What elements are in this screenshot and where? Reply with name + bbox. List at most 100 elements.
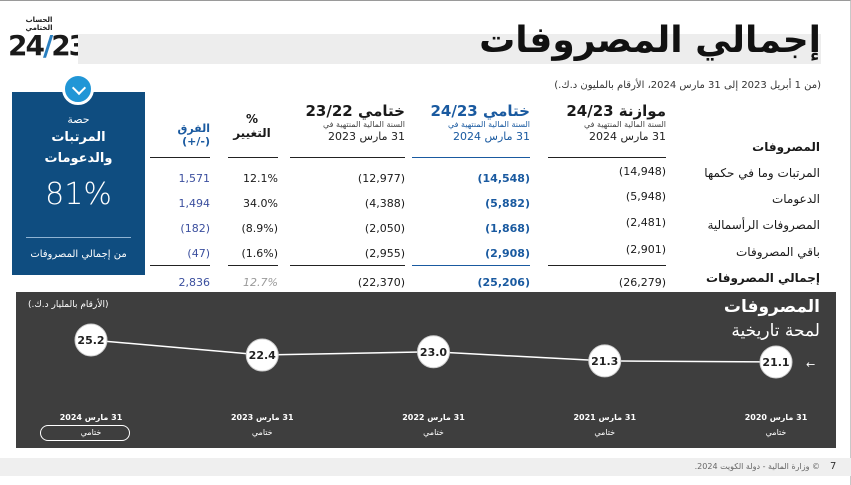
total-rule	[548, 265, 666, 266]
card-footer: من إجمالي المصروفات	[30, 249, 127, 260]
panel-subtitle: لمحة تاريخية	[731, 321, 820, 341]
cell-diff: 1,494	[178, 197, 211, 210]
cell-diff: (182)	[180, 222, 210, 235]
logo-mark: 24/23	[8, 29, 88, 62]
col-date: التغيير	[233, 126, 271, 140]
data-point	[245, 338, 279, 372]
col-header-diff: الفرق (+/-)	[148, 122, 211, 148]
col-rule	[290, 157, 405, 158]
col-header-pct: % التغيير	[226, 112, 278, 140]
col-date: 31 مارس 2024	[453, 130, 530, 143]
footer-bar	[0, 458, 851, 476]
col-title: موازنة 24/23	[566, 102, 666, 120]
card-divider	[26, 237, 131, 238]
cell-actual: (14,548)	[477, 172, 530, 185]
data-label: 22.4	[249, 349, 276, 362]
card-line2: المرتبات	[51, 130, 106, 145]
total-diff: 2,836	[178, 276, 211, 289]
col-title: %	[245, 112, 259, 126]
share-card	[12, 92, 145, 275]
x-tick-label: 31 مارس 2020	[744, 413, 808, 422]
panel-unit: (الأرقام بالمليار د.ك.)	[28, 300, 109, 310]
chevron-down-icon[interactable]	[62, 73, 94, 105]
total-actual: (25,206)	[477, 276, 530, 289]
chart-layer: 25.2 22.4 23.0 21.3 21.1	[74, 323, 793, 379]
page-subtitle: (من 1 أبريل 2023 إلى 31 مارس 2024، الأرق…	[554, 80, 821, 91]
col-title: الفرق (+/-)	[177, 122, 211, 148]
history-panel	[16, 292, 836, 448]
logo-number-left: 24	[8, 29, 45, 62]
x-tick-sublabel: ختامي	[594, 428, 616, 437]
row-label: المرتبات وما في حكمها	[704, 166, 820, 180]
cell-pct: (1.6%)	[241, 247, 278, 260]
logo-slash: /	[42, 29, 53, 62]
col-sub: السنة المالية المنتهية في	[584, 120, 666, 129]
col-header-budget: موازنة 24/23 السنة المالية المنتهية في 3…	[548, 102, 666, 143]
cell-pct: 34.0%	[243, 197, 278, 210]
col-title: ختامي 24/23	[430, 102, 531, 120]
total-rule	[290, 265, 405, 266]
row-label: الدعومات	[771, 192, 820, 206]
data-point	[759, 345, 793, 379]
total-budget: (26,279)	[618, 276, 666, 289]
data-label: 23.0	[420, 346, 447, 359]
arrow-left-icon: ←	[806, 358, 816, 371]
col-rule	[548, 157, 666, 158]
total-label: إجمالي المصروفات	[706, 271, 820, 285]
data-point	[74, 323, 108, 357]
panel-title: المصروفات	[723, 297, 820, 317]
cell-pct: 12.1%	[243, 172, 278, 185]
col-sub: السنة المالية المنتهية في	[448, 120, 530, 129]
history-chart: 25.2 22.4 23.0 21.3 21.1	[74, 323, 793, 379]
cell-actual: (2,908)	[485, 247, 530, 260]
x-tick-sublabel: ختامي	[80, 428, 102, 437]
cell-prior: (2,050)	[364, 222, 405, 235]
total-rule	[412, 265, 530, 266]
col-date: 31 مارس 2023	[328, 130, 405, 143]
x-tick-label: 31 مارس 2022	[402, 413, 465, 422]
col-rule	[228, 157, 278, 158]
cell-pct: (8.9%)	[241, 222, 278, 235]
total-rule	[150, 265, 210, 266]
card-line1: حصة	[67, 113, 90, 126]
x-tick-label: 31 مارس 2024	[59, 413, 123, 422]
x-tick-sublabel: ختامي	[765, 428, 787, 437]
highlight-pill[interactable]	[40, 425, 130, 441]
page-number: 7	[830, 461, 837, 472]
logo-label: الحساب الختامي	[25, 16, 53, 32]
cell-prior: (12,977)	[357, 172, 405, 185]
cell-actual: (1,868)	[485, 222, 530, 235]
data-label: 25.2	[77, 334, 104, 347]
cell-actual: (5,882)	[485, 197, 530, 210]
cell-budget: (2,901)	[625, 243, 666, 256]
col-header-actual: ختامي 24/23 السنة المالية المنتهية في 31…	[412, 102, 531, 143]
col-sub: السنة المالية المنتهية في	[323, 120, 405, 129]
cell-diff: (47)	[187, 247, 210, 260]
section-label: المصروفات	[752, 140, 820, 154]
total-rule	[228, 265, 278, 266]
x-tick-sublabel: ختامي	[423, 428, 444, 437]
data-point	[588, 344, 622, 378]
data-label: 21.1	[762, 356, 789, 369]
col-date: 31 مارس 2024	[589, 130, 666, 143]
col-header-prior: ختامي 23/22 السنة المالية المنتهية في 31…	[290, 102, 406, 143]
page-title: إجمالي المصروفات	[479, 20, 821, 61]
data-label: 21.3	[591, 355, 618, 368]
cell-budget: (5,948)	[625, 190, 666, 203]
title-bar	[78, 34, 821, 64]
cell-diff: 1,571	[178, 172, 211, 185]
cell-prior: (2,955)	[364, 247, 405, 260]
col-rule	[150, 157, 210, 158]
cell-prior: (4,388)	[364, 197, 405, 210]
row-label: المصروفات الرأسمالية	[707, 218, 820, 232]
card-percent: 81%	[45, 177, 112, 212]
col-title: ختامي 23/22	[305, 102, 406, 120]
cell-budget: (2,481)	[625, 216, 666, 229]
col-rule	[412, 157, 530, 158]
x-tick-label: 31 مارس 2021	[573, 413, 637, 422]
total-prior: (22,370)	[357, 276, 405, 289]
x-tick-label: 31 مارس 2023	[230, 413, 294, 422]
total-pct: 12.7%	[243, 276, 278, 289]
x-tick-sublabel: ختامي	[251, 428, 273, 437]
card-line3: والدعومات	[44, 151, 113, 166]
